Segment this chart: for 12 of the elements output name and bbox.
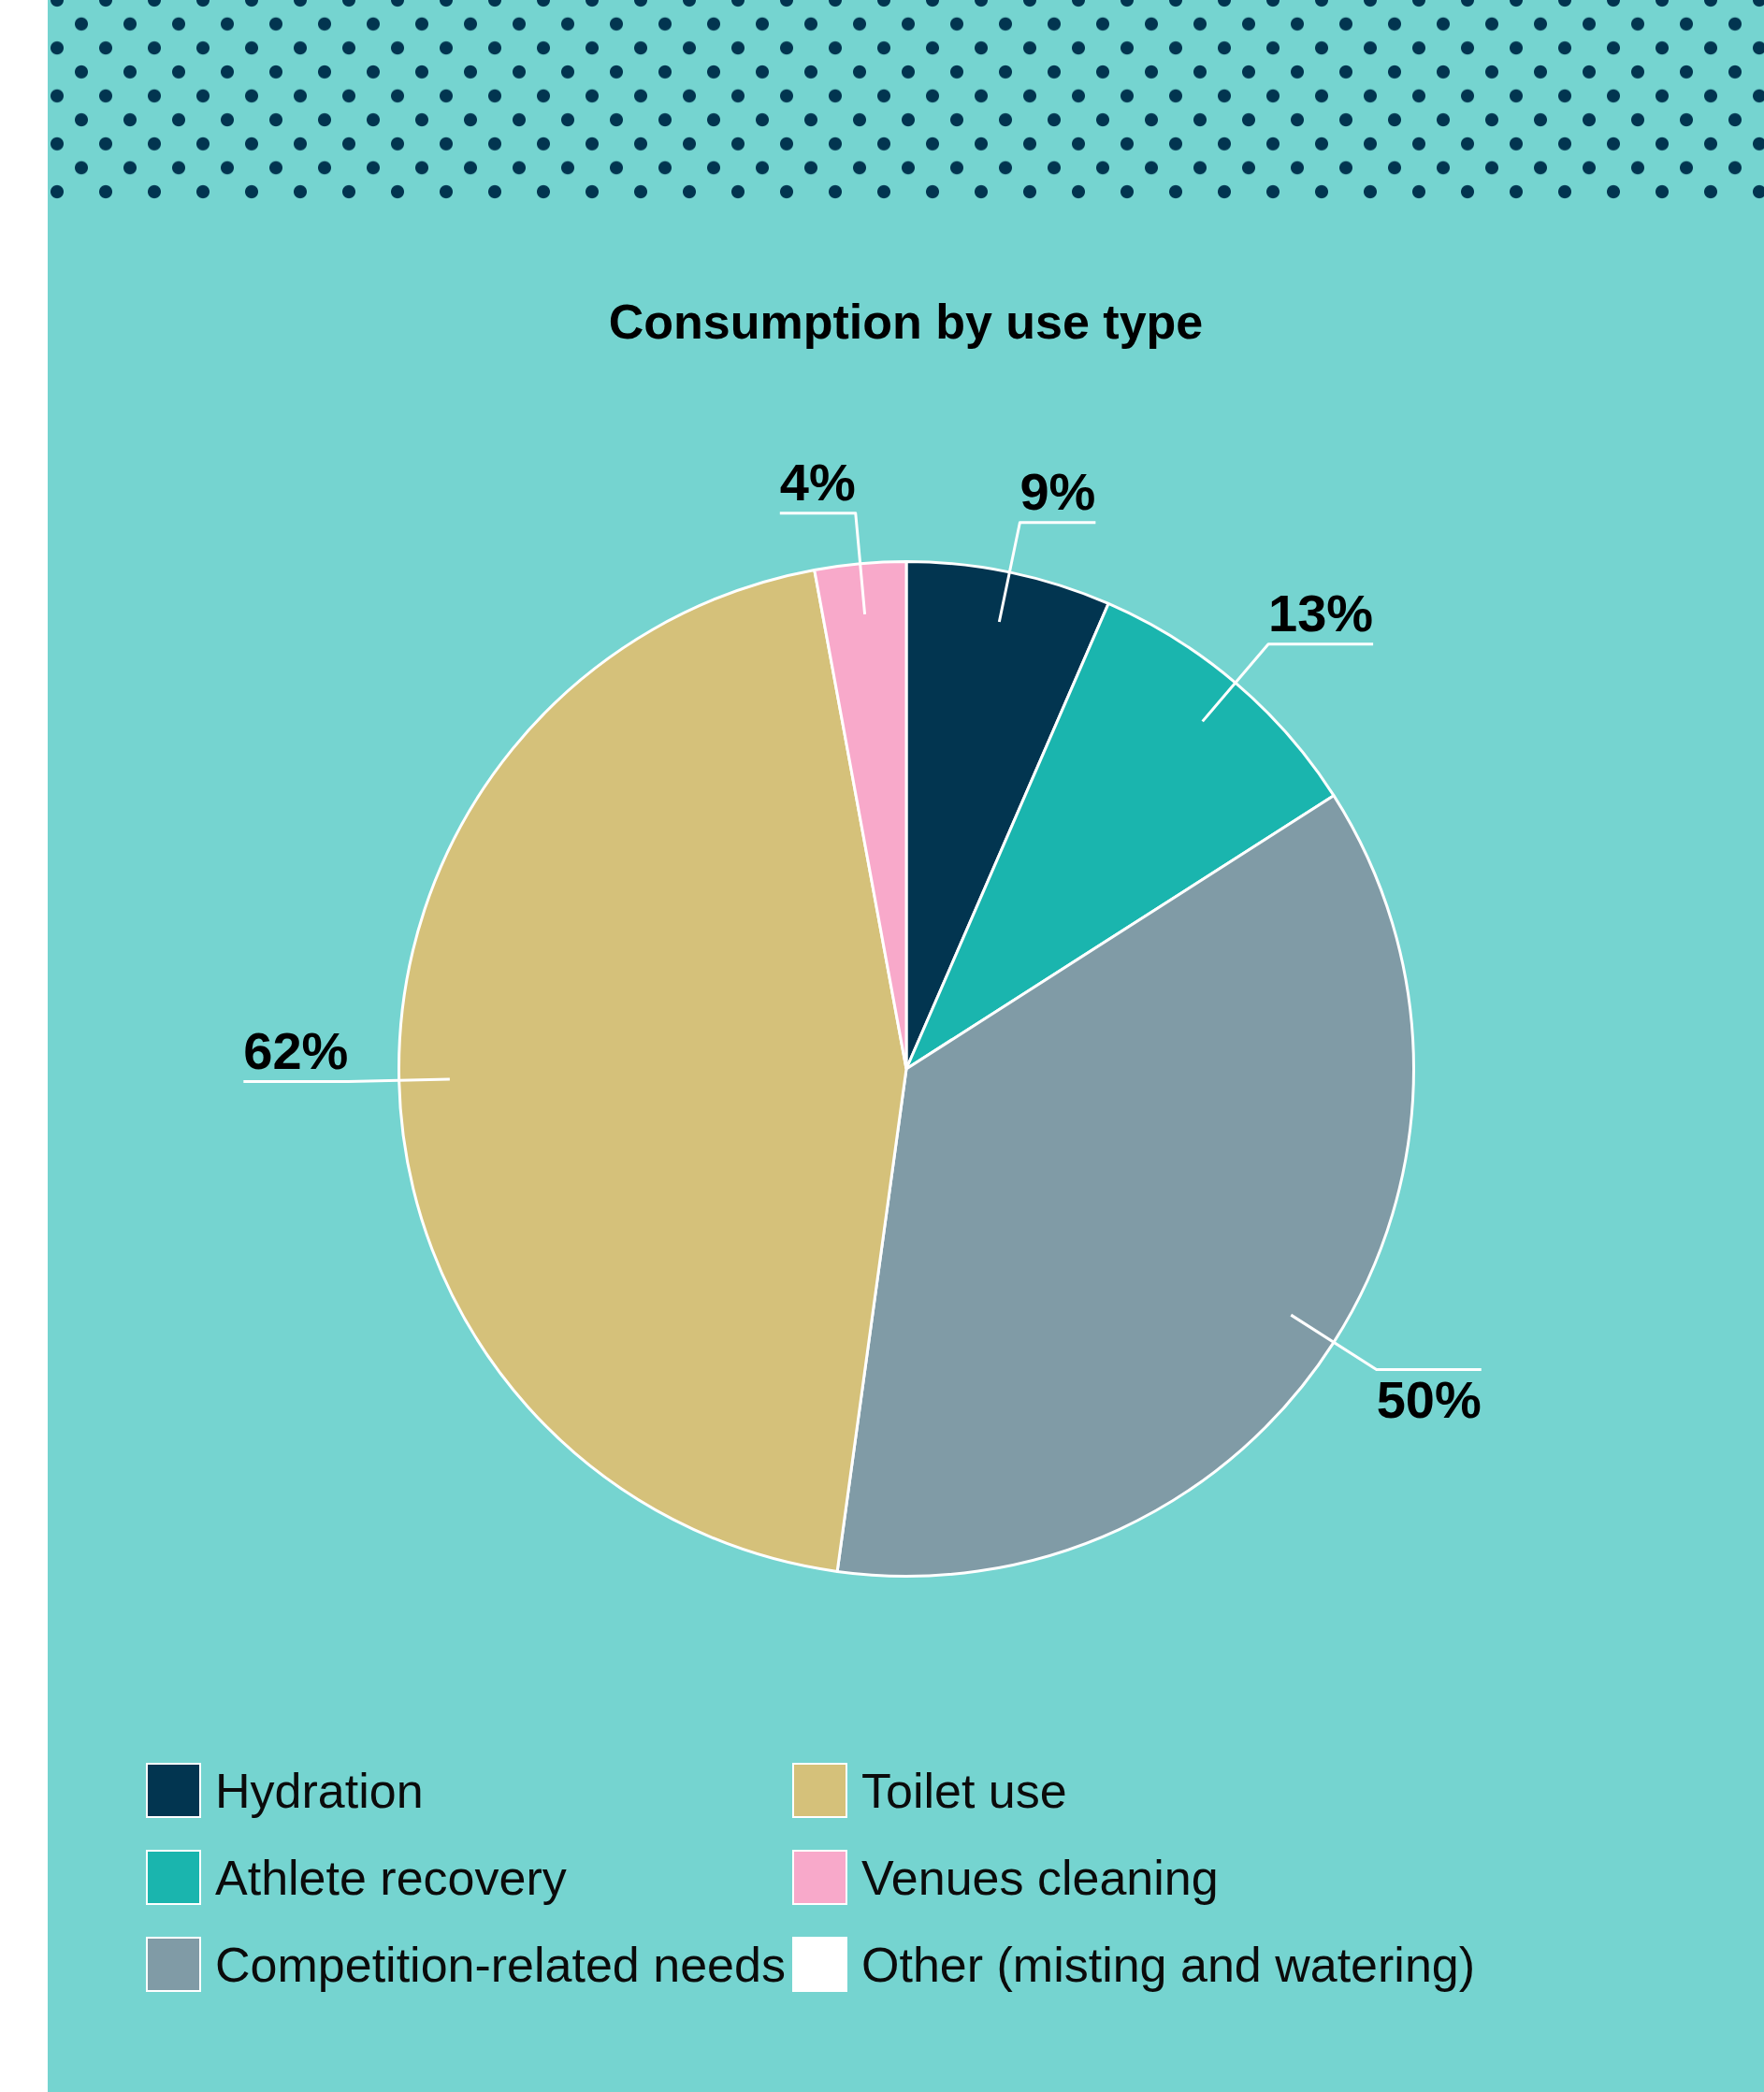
data-label: 9%: [1019, 461, 1096, 521]
data-label: 4%: [779, 452, 856, 512]
legend-label: Competition-related needs: [215, 1936, 786, 1993]
data-label: 13%: [1268, 583, 1374, 642]
legend-label: Toilet use: [861, 1762, 1067, 1819]
legend-label: Venues cleaning: [861, 1849, 1219, 1906]
legend-label: Athlete recovery: [215, 1849, 567, 1906]
legend-label: Hydration: [215, 1762, 424, 1819]
data-label: 62%: [243, 1020, 349, 1080]
legend-label: Other (misting and watering): [861, 1936, 1476, 1993]
data-label: 50%: [1376, 1370, 1482, 1430]
chart-title: Consumption by use type: [607, 294, 1205, 350]
